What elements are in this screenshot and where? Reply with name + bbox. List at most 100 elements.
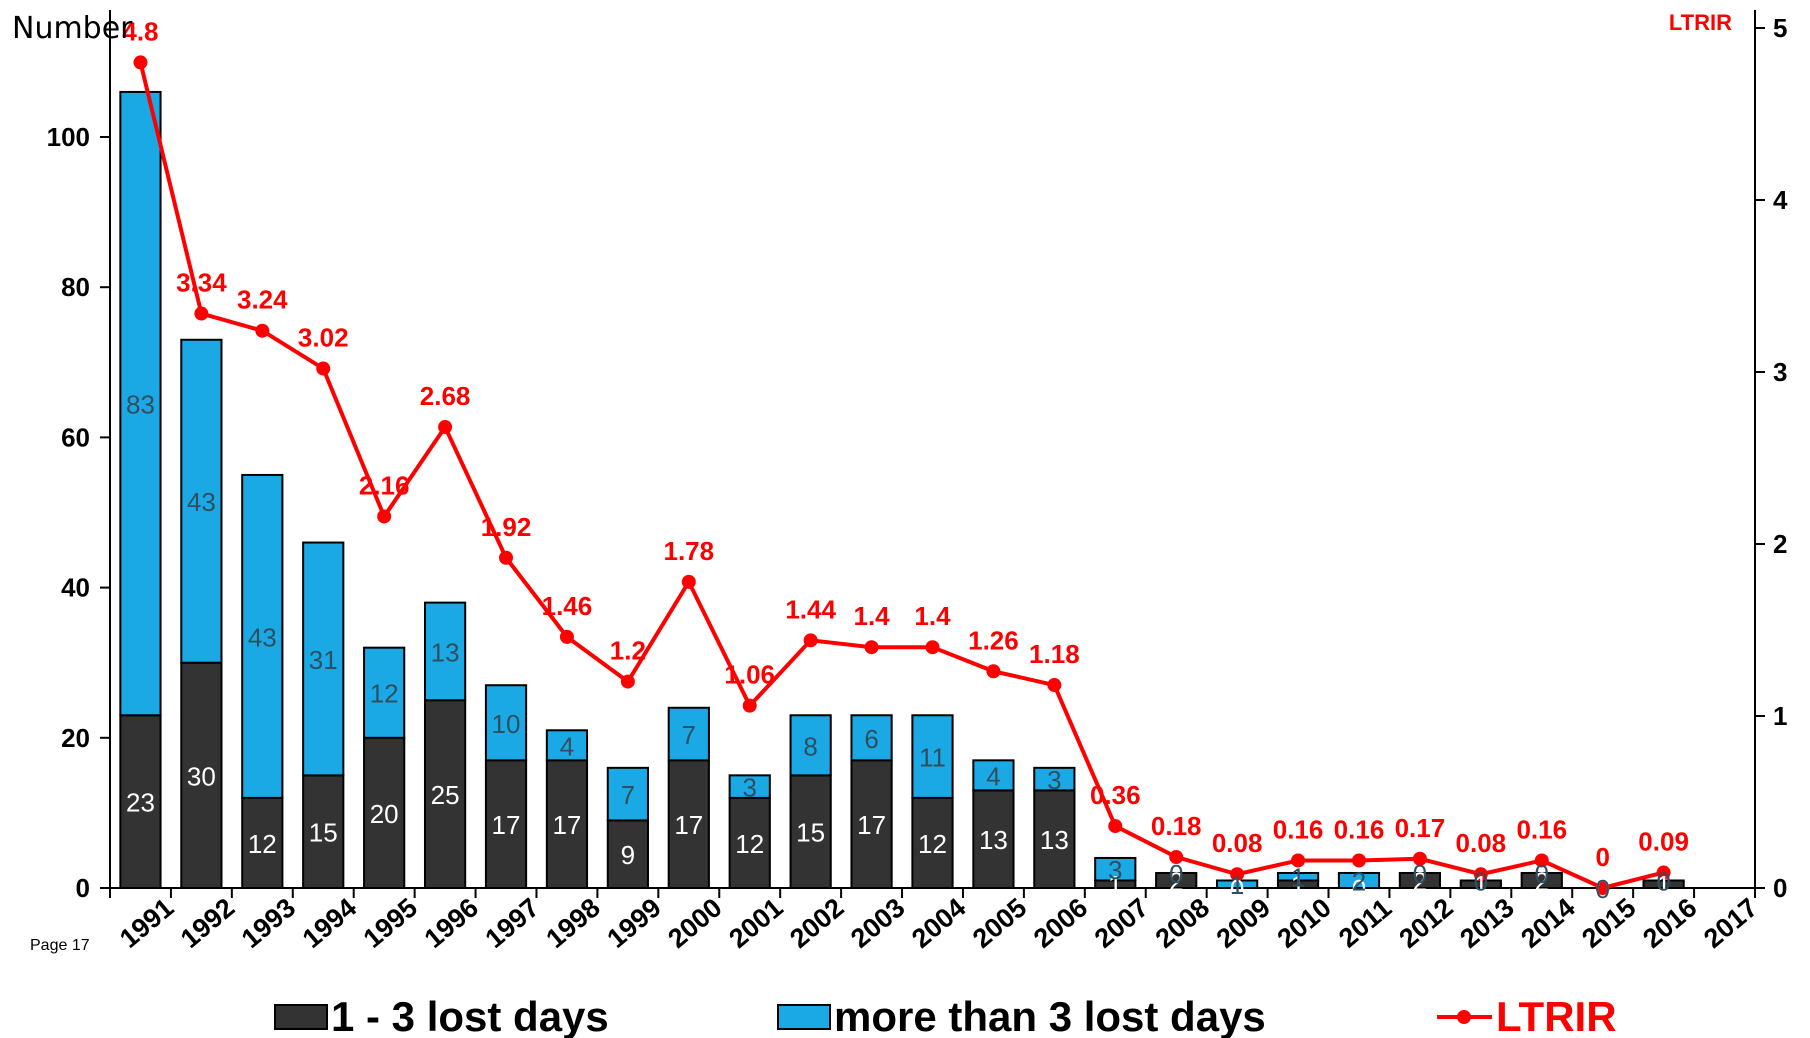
ltrir-point-2006 — [1047, 678, 1062, 693]
legend-swatch-ltrir-marker — [1457, 1010, 1471, 1024]
bar-high-label-1997: 10 — [492, 709, 521, 739]
bar-high-1999 — [606, 766, 649, 822]
x-tick-label-2006: 2006 — [1028, 892, 1093, 954]
ltrir-label-1992: 3.34 — [176, 268, 227, 298]
x-tick-label-1995: 1995 — [358, 892, 423, 954]
ltrir-label-2000: 1.78 — [663, 536, 714, 566]
ltrir-point-2001 — [742, 698, 757, 713]
ltrir-label-2005: 1.26 — [968, 625, 1019, 655]
bar-high-1994 — [302, 541, 345, 777]
bar-high-label-1994: 31 — [309, 645, 338, 675]
ltrir-point-1992 — [194, 306, 209, 321]
bar-high-2004 — [911, 714, 954, 799]
ltrir-point-2014 — [1534, 853, 1549, 868]
bar-low-label-2010: 1 — [1291, 870, 1305, 900]
bar-high-2007 — [1094, 856, 1137, 882]
bar-high-1993 — [241, 473, 284, 799]
ltrir-label-2012: 0.17 — [1395, 813, 1446, 843]
ltrir-label-1995: 2.16 — [359, 470, 410, 500]
ltrir-point-1996 — [438, 420, 453, 435]
x-tick-label-2012: 2012 — [1393, 892, 1458, 954]
x-tick-label-1998: 1998 — [541, 892, 606, 954]
ltrir-point-1997 — [499, 550, 514, 565]
ltrir-point-1998 — [559, 629, 574, 644]
bar-low-label-2011: 0 — [1352, 874, 1366, 904]
bar-high-label-1999: 7 — [621, 780, 635, 810]
ltrir-label-1996: 2.68 — [420, 381, 471, 411]
bar-low-label-2006: 13 — [1040, 825, 1069, 855]
bar-high-2003 — [850, 714, 893, 762]
bar-low-label-2003: 17 — [857, 810, 886, 840]
ltrir-point-2016 — [1656, 865, 1671, 880]
bar-high-2006 — [1033, 766, 1076, 792]
ltrir-label-1998: 1.46 — [542, 591, 593, 621]
bar-low-label-1997: 17 — [492, 810, 521, 840]
ltrir-label-2002: 1.44 — [785, 594, 836, 624]
bar-high-label-2003: 6 — [864, 724, 878, 754]
ltrir-point-2011 — [1351, 853, 1366, 868]
bar-high-label-2000: 7 — [682, 720, 696, 750]
legend-label-more-than-3-lost-days: more than 3 lost days — [834, 993, 1266, 1038]
bar-high-label-2010: 1 — [1291, 863, 1305, 893]
ltrir-point-2000 — [681, 574, 696, 589]
bar-low-label-2008: 2 — [1169, 866, 1183, 896]
ltrir-point-1993 — [255, 323, 270, 338]
bar-low-label-1998: 17 — [552, 810, 581, 840]
ltrir-point-2010 — [1291, 853, 1306, 868]
bar-low-label-2000: 17 — [674, 810, 703, 840]
bar-high-label-1998: 4 — [560, 731, 574, 761]
ltrir-point-2008 — [1169, 850, 1184, 865]
bar-low-2003 — [850, 759, 893, 890]
x-tick-label-2007: 2007 — [1089, 892, 1154, 954]
legend-swatch-1-3-lost-days — [274, 1004, 328, 1030]
ltrir-label-1999: 1.2 — [610, 636, 646, 666]
bar-high-label-2008: 0 — [1169, 859, 1183, 889]
left-tick-label-100: 100 — [47, 122, 90, 152]
bar-low-2004 — [911, 796, 954, 890]
x-tick-label-2008: 2008 — [1150, 892, 1215, 954]
x-tick-label-1991: 1991 — [114, 892, 179, 954]
x-tick-label-1999: 1999 — [601, 892, 666, 954]
bar-high-1998 — [545, 729, 589, 762]
bar-low-label-1994: 15 — [309, 818, 338, 848]
bar-high-label-2001: 3 — [742, 773, 756, 803]
right-tick-label-4: 4 — [1773, 185, 1788, 215]
ltrir-point-1994 — [316, 361, 331, 376]
ltrir-label-2008: 0.18 — [1151, 811, 1202, 841]
bar-high-label-2009: 1 — [1230, 870, 1244, 900]
bar-low-label-2012: 2 — [1413, 866, 1427, 896]
bar-high-1997 — [484, 684, 528, 762]
bar-high-label-1993: 43 — [248, 622, 277, 652]
bar-high-label-2012: 0 — [1413, 859, 1427, 889]
bar-high-1991 — [119, 90, 162, 717]
left-tick-label-20: 20 — [61, 723, 90, 753]
bar-high-label-2007: 3 — [1108, 855, 1122, 885]
bar-low-label-1991: 23 — [126, 788, 155, 818]
bar-high-2000 — [667, 706, 710, 762]
right-tick-label-5: 5 — [1773, 13, 1787, 43]
page-number: Page 17 — [30, 937, 90, 954]
x-tick-label-2000: 2000 — [662, 892, 727, 954]
ltrir-point-2003 — [864, 640, 879, 655]
bar-low-label-2014: 2 — [1535, 866, 1549, 896]
bar-low-label-2009: 0 — [1230, 874, 1244, 904]
left-tick-label-80: 80 — [61, 272, 90, 302]
bar-high-2010 — [1276, 871, 1320, 882]
ltrir-label-2011: 0.16 — [1334, 814, 1385, 844]
left-axis-title: Number — [12, 11, 133, 46]
ltrir-label-2001: 1.06 — [724, 660, 775, 690]
bar-low-1991 — [119, 714, 162, 890]
bar-high-label-2016: 0 — [1656, 866, 1670, 896]
bar-high-label-1996: 13 — [431, 637, 460, 667]
bar-high-2005 — [972, 759, 1015, 792]
x-tick-label-2010: 2010 — [1272, 892, 1337, 954]
bar-low-label-2013: 1 — [1474, 870, 1488, 900]
left-tick-label-0: 0 — [76, 873, 90, 903]
legend-label-ltrir: LTRIR — [1496, 993, 1617, 1038]
ltrir-label-2014: 0.16 — [1516, 814, 1567, 844]
x-tick-label-2002: 2002 — [784, 892, 849, 954]
x-tick-label-2005: 2005 — [967, 892, 1032, 954]
legend: 1 - 3 lost days more than 3 lost days LT… — [274, 993, 1617, 1038]
bar-low-2005 — [972, 789, 1015, 889]
